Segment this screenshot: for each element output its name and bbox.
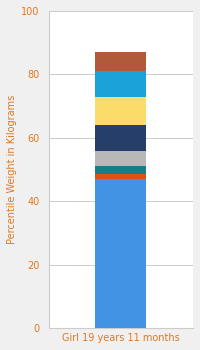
Y-axis label: Percentile Weight in Kilograms: Percentile Weight in Kilograms — [7, 95, 17, 244]
Bar — [95, 166, 146, 174]
Bar — [95, 150, 146, 166]
Bar — [95, 52, 146, 71]
Bar — [95, 174, 146, 179]
Bar — [95, 71, 146, 97]
Bar — [95, 125, 146, 150]
Bar — [95, 97, 146, 125]
Bar — [95, 179, 146, 328]
